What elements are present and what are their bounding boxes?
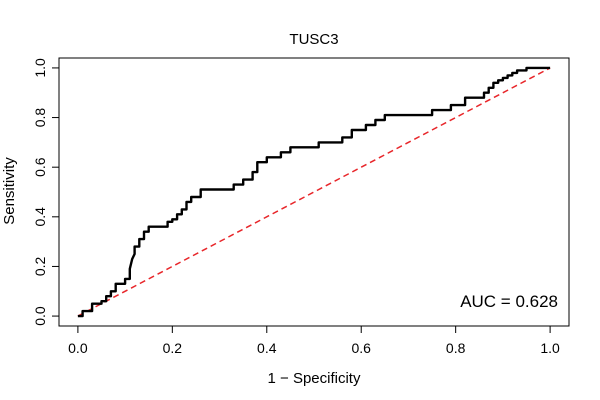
y-tick-label: 0.6 (32, 157, 48, 177)
y-tick-label: 0.4 (32, 207, 48, 227)
y-tick-label: 0.8 (32, 108, 48, 128)
x-axis-label: 1 − Specificity (268, 370, 361, 387)
x-tick-label: 0.8 (446, 340, 466, 356)
plot-area (58, 57, 570, 327)
y-tick-label: 0.2 (32, 257, 48, 277)
auc-annotation: AUC = 0.628 (460, 292, 558, 311)
x-axis: 0.0 0.2 0.4 0.6 0.8 1.0 (68, 325, 560, 356)
x-tick-label: 1.0 (540, 340, 560, 356)
diagonal-reference-line (77, 67, 551, 317)
y-axis: 0.0 0.2 0.4 0.6 0.8 1.0 (32, 58, 60, 326)
y-tick-label: 1.0 (32, 58, 48, 78)
y-tick-label: 0.0 (32, 306, 48, 326)
y-axis-label: Sensitivity (1, 157, 18, 225)
chart-title: TUSC3 (289, 31, 338, 48)
x-tick-label: 0.4 (257, 340, 277, 356)
x-tick-label: 0.0 (68, 340, 88, 356)
roc-curve-line (77, 66, 551, 318)
x-tick-label: 0.2 (163, 340, 183, 356)
x-tick-label: 0.6 (351, 340, 371, 356)
